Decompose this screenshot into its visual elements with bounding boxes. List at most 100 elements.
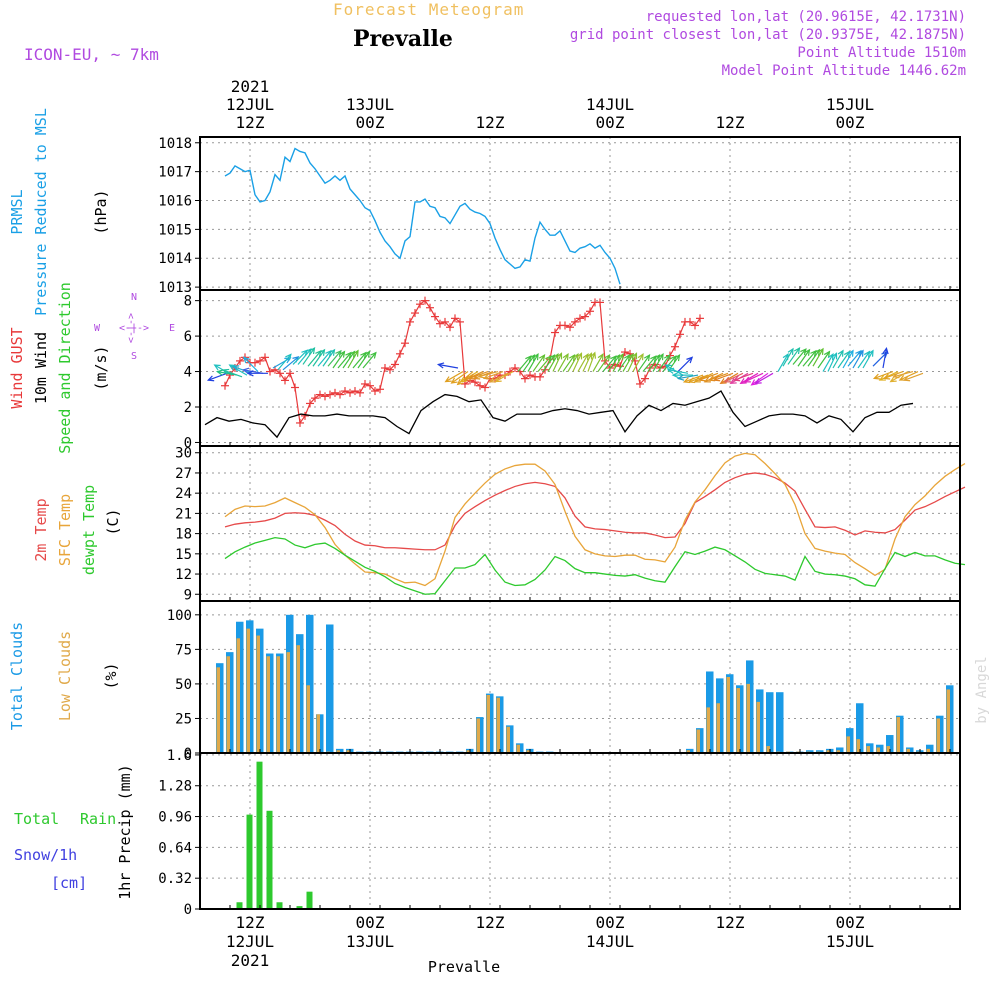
wind-direction-arrow xyxy=(612,353,624,372)
low-clouds-bar xyxy=(876,747,880,753)
low-clouds-bar xyxy=(266,656,270,753)
gust-marker xyxy=(336,390,344,399)
low-clouds-bar xyxy=(316,714,320,753)
pressure-ytick: 1014 xyxy=(158,251,192,267)
precip-ytick: 1.6 xyxy=(167,748,192,764)
gust-marker xyxy=(291,383,299,392)
top-time-label: 12Z xyxy=(236,113,265,132)
wind-direction-arrow xyxy=(450,371,469,384)
bottom-time-label: 00Z xyxy=(596,913,625,932)
wind-direction-arrow xyxy=(277,353,292,371)
wind-direction-arrow xyxy=(842,349,854,369)
temperature-ytick: 12 xyxy=(175,567,192,583)
compass-west: W xyxy=(94,323,101,334)
gust-marker xyxy=(311,394,319,403)
top-time-label: 12Z xyxy=(476,113,505,132)
wind-direction-arrow xyxy=(206,372,228,382)
gust-marker xyxy=(571,317,579,326)
gust-marker xyxy=(221,381,229,390)
gust-marker xyxy=(476,381,484,390)
total-clouds-bar xyxy=(306,614,314,753)
bottom-date-label: 12JUL xyxy=(226,932,274,951)
gust-marker xyxy=(576,314,584,323)
wind-direction-arrow xyxy=(459,371,479,383)
rain-bar xyxy=(296,906,303,909)
low-clouds-bar xyxy=(336,750,340,753)
low-clouds-bar xyxy=(866,746,870,753)
wind-direction-arrow xyxy=(882,370,904,380)
gust-marker xyxy=(521,374,529,383)
low-clouds-bar xyxy=(466,750,470,753)
gust-marker xyxy=(551,328,559,337)
wind-direction-arrow xyxy=(597,354,611,372)
total-clouds-bar xyxy=(766,692,774,753)
low-clouds-bar xyxy=(516,744,520,753)
wind-direction-arrow xyxy=(878,371,899,381)
low-clouds-bar xyxy=(496,697,500,753)
gust-marker xyxy=(376,385,384,394)
rain-bar xyxy=(246,814,253,909)
wind-direction-arrow xyxy=(703,372,724,383)
wind-direction-arrow xyxy=(892,370,914,379)
wind-unit-label: (m/s) xyxy=(92,345,110,390)
gust-marker xyxy=(356,388,364,397)
gust-marker xyxy=(596,298,604,307)
low-clouds-bar xyxy=(836,750,840,753)
grid-point-coords: grid point closest lon,lat (20.9375E, 42… xyxy=(569,27,966,43)
wind-direction-arrow xyxy=(777,353,789,372)
gust-marker xyxy=(401,339,409,348)
wind-direction-arrow xyxy=(712,372,734,382)
clouds-ytick: 75 xyxy=(175,642,192,658)
wind-direction-arrow xyxy=(627,352,638,372)
total-clouds-bar xyxy=(856,703,864,753)
clouds-ytick: 50 xyxy=(175,677,192,693)
wind-direction-arrow xyxy=(812,347,824,367)
wind-direction-arrow xyxy=(444,371,464,383)
bottom-time-label: 12Z xyxy=(236,913,265,932)
low-clouds-bar xyxy=(906,748,910,753)
precip-ytick: 0 xyxy=(184,902,192,918)
wind-direction-arrow xyxy=(562,354,576,372)
wind-direction-arrow xyxy=(723,372,744,383)
top-time-label: 12Z xyxy=(716,113,745,132)
gust-marker xyxy=(386,365,394,374)
wind-direction-arrow xyxy=(582,352,593,372)
wind-direction-arrow xyxy=(436,362,459,369)
wind-direction-arrow xyxy=(652,353,664,372)
low-clouds-bar xyxy=(476,718,480,753)
gust-marker xyxy=(621,348,629,357)
wind-direction-arrow xyxy=(602,355,617,372)
model-altitude: Model Point Altitude 1446.62m xyxy=(721,63,966,79)
gust-marker xyxy=(296,418,304,427)
bottom-date-label: 14JUL xyxy=(586,932,634,951)
gust-marker xyxy=(481,383,489,392)
clouds-ytick: 0 xyxy=(184,746,192,762)
wind-direction-arrow xyxy=(567,353,579,372)
dewpt-line xyxy=(224,536,966,595)
wind-direction-arrow xyxy=(607,354,621,372)
pressure-ytick: 1013 xyxy=(158,280,192,296)
credit-watermark: by Angel xyxy=(974,656,990,723)
wind-direction-arrow xyxy=(246,370,268,377)
wind-direction-arrow xyxy=(687,374,709,384)
wind-direction-arrow xyxy=(482,370,504,380)
wind-direction-arrow xyxy=(617,354,631,372)
compass-arrow-horizontal: <-|-> xyxy=(119,323,149,334)
temperature-ytick: 15 xyxy=(175,547,192,563)
gust-marker xyxy=(636,379,644,388)
wind-direction-arrow xyxy=(522,354,536,372)
wind-direction-arrow xyxy=(517,355,532,372)
gust-marker xyxy=(286,369,294,378)
wind-ytick: 0 xyxy=(184,435,192,451)
sfc-temp-label: SFC Temp xyxy=(56,494,74,566)
prmsl-label: PRMSL xyxy=(8,189,26,234)
low-clouds-bar xyxy=(706,707,710,753)
low-clouds-bar xyxy=(286,652,290,753)
rain-bar xyxy=(266,810,273,909)
gust-marker xyxy=(411,309,419,318)
low-clouds-bar xyxy=(346,750,350,753)
temperature-ytick: 21 xyxy=(175,506,192,522)
gust-marker xyxy=(301,411,309,420)
bottom-year-label: 2021 xyxy=(231,951,270,970)
